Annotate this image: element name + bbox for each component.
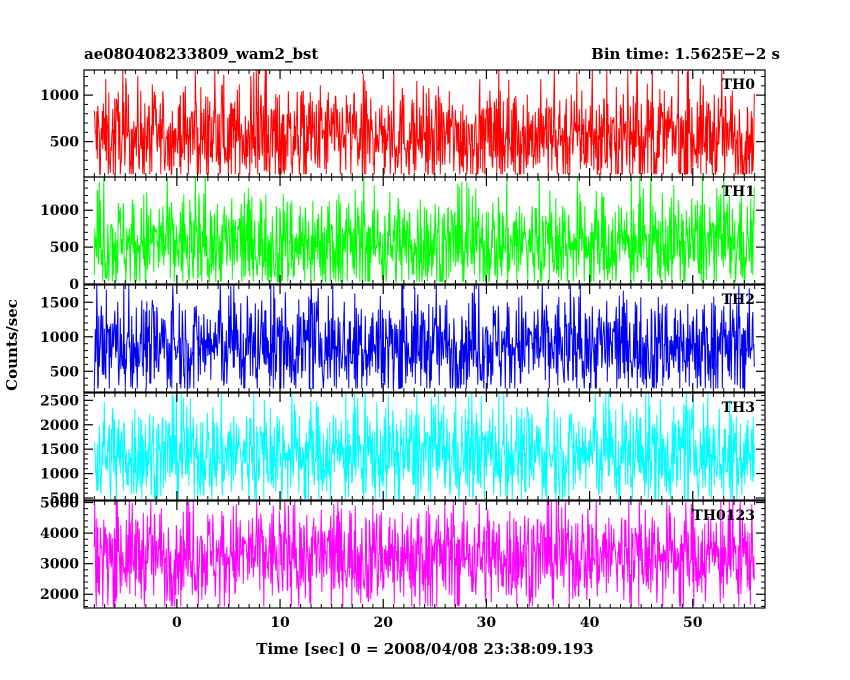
chart-title-left: ae080408233809_wam2_bst <box>84 45 318 63</box>
y-tick-label: 0 <box>69 277 79 293</box>
y-tick-label: 1000 <box>40 467 79 483</box>
panel-th2: 500 1000 1500 TH2 <box>40 284 766 393</box>
panel-label-th2: TH2 <box>722 292 755 308</box>
y-tick-label: 5000 <box>40 496 79 512</box>
y-tick-label: 500 <box>50 240 79 256</box>
y-tick-label: 500 <box>50 491 79 507</box>
series-line-th2 <box>93 285 755 389</box>
y-tick-label: 1500 <box>40 442 79 458</box>
panel-label-th0: TH0 <box>722 77 756 93</box>
y-tick-label: 2500 <box>40 393 79 409</box>
panel-th3: 500 1000 1500 2000 2500 TH3 <box>40 392 766 507</box>
series-line-th1 <box>93 177 755 284</box>
x-tick-label: 20 <box>373 615 393 631</box>
panel-th1: 0 500 1000 TH1 <box>40 176 766 293</box>
series-line-th0123 <box>93 501 755 608</box>
series-line-th3 <box>94 393 755 500</box>
panel-th0123: 2000 3000 4000 5000 TH0123 <box>40 496 766 609</box>
y-tick-label: 1500 <box>40 295 79 311</box>
y-tick-label: 500 <box>50 135 79 151</box>
x-tick-label: 0 <box>172 615 182 631</box>
x-axis-label: Time [sec] 0 = 2008/04/08 23:38:09.193 <box>256 640 593 658</box>
y-tick-label: 1000 <box>40 330 79 346</box>
y-tick-label: 1000 <box>40 88 79 104</box>
chart-title-right: Bin time: 1.5625E−2 s <box>591 45 780 63</box>
y-tick-label: 500 <box>50 364 79 380</box>
y-tick-label: 3000 <box>40 557 79 573</box>
x-tick-label: 30 <box>477 615 497 631</box>
y-tick-label: 1000 <box>40 203 79 219</box>
x-tick-label: 50 <box>683 615 703 631</box>
x-tick-label: 10 <box>270 615 290 631</box>
panel-label-th3: TH3 <box>722 400 755 416</box>
y-tick-label: 2000 <box>40 418 79 434</box>
series-line-th0 <box>93 70 755 176</box>
y-tick-label: 4000 <box>40 526 79 542</box>
panel-label-th0123: TH0123 <box>692 508 755 524</box>
y-tick-label: 2000 <box>40 587 79 603</box>
panel-label-th1: TH1 <box>722 184 755 200</box>
panel-th0: 500 1000 TH0 <box>40 69 766 178</box>
x-tick-label: 40 <box>580 615 600 631</box>
y-axis-label: Counts/sec <box>3 299 21 391</box>
